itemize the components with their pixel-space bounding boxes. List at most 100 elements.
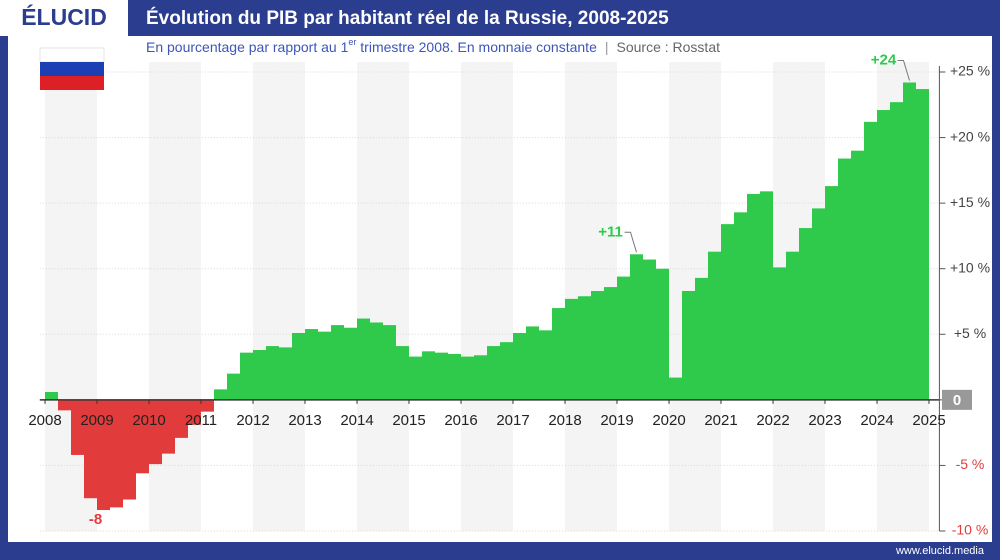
bar — [916, 89, 929, 400]
bar — [890, 102, 903, 400]
bar — [877, 110, 890, 400]
flag-white — [39, 47, 105, 63]
flag-red — [40, 76, 104, 90]
bar — [188, 399, 201, 425]
x-tick-label: 2009 — [80, 412, 113, 429]
x-tick-label: 2023 — [808, 412, 841, 429]
x-tick-label: 2012 — [236, 412, 269, 429]
bar — [461, 356, 474, 400]
subtitle-end: trimestre 2008. En monnaie constante — [356, 39, 597, 55]
flag — [39, 47, 105, 90]
bar — [227, 373, 240, 400]
y-tick-label: +5 % — [954, 325, 986, 341]
bar — [591, 291, 604, 400]
subtitle: En pourcentage par rapport au 1er trimes… — [146, 37, 720, 54]
y-tick-label: +20 % — [950, 128, 990, 144]
bar — [448, 353, 461, 400]
value-label: -8 — [89, 511, 102, 528]
year-shade — [461, 62, 513, 531]
leader — [624, 231, 637, 253]
bar — [201, 399, 214, 412]
bar — [552, 308, 565, 400]
bar — [357, 318, 370, 400]
bar — [318, 331, 331, 400]
bar — [656, 268, 669, 400]
x-tick-label: 2022 — [756, 412, 789, 429]
bar — [565, 298, 578, 400]
bar — [487, 346, 500, 400]
bar — [643, 259, 656, 400]
x-tick-label: 2010 — [132, 412, 165, 429]
x-tick-label: 2018 — [548, 412, 581, 429]
subtitle-sup: er — [348, 37, 356, 47]
bar — [773, 267, 786, 400]
year-shade — [357, 62, 409, 531]
separator: | — [605, 39, 609, 55]
x-tick-label: 2021 — [704, 412, 737, 429]
bar — [266, 346, 279, 400]
bar — [84, 399, 97, 499]
x-tick-label: 2024 — [860, 412, 893, 429]
value-label: +24 — [871, 51, 897, 68]
y-tick-label: +10 % — [950, 259, 990, 275]
bar — [721, 224, 734, 400]
x-tick-label: 2020 — [652, 412, 685, 429]
bar — [409, 356, 422, 400]
x-tick-label: 2019 — [600, 412, 633, 429]
y-tick-label: +25 % — [950, 63, 990, 79]
y-tick-label: +15 % — [950, 194, 990, 210]
bar — [695, 277, 708, 400]
bar — [175, 399, 188, 438]
x-tick-label: 2008 — [28, 412, 61, 429]
bar — [786, 251, 799, 400]
bar — [799, 228, 812, 400]
bar — [97, 399, 110, 511]
value-label: +11 — [598, 223, 623, 240]
bar — [617, 276, 630, 400]
bar — [669, 377, 682, 400]
bar — [305, 329, 318, 400]
logo-box — [0, 0, 128, 36]
bar — [578, 296, 591, 400]
bar — [136, 399, 149, 474]
logo: ÉLUCID — [21, 3, 107, 30]
bar — [760, 191, 773, 400]
zero-label-box — [942, 389, 972, 410]
footer: www.elucid.media — [895, 545, 985, 557]
bar — [383, 325, 396, 400]
bar — [214, 389, 227, 400]
x-tick-label: 2011 — [185, 412, 217, 429]
source: Source : Rosstat — [617, 39, 721, 55]
bar — [526, 326, 539, 400]
bar — [435, 352, 448, 400]
bar — [240, 352, 253, 400]
subtitle-start: En pourcentage par rapport au 1 — [146, 39, 349, 55]
plot: -10 % -5 % 0 +5 % +10 % +15 % +20 % +25 % -8 +11 +… — [28, 51, 990, 537]
year-shade — [253, 62, 305, 531]
bar — [539, 330, 552, 400]
bar — [45, 391, 58, 400]
y-tick-label: 0 — [953, 392, 961, 409]
leader — [897, 59, 910, 81]
bar — [370, 322, 383, 400]
bar — [123, 399, 136, 500]
bar — [708, 251, 721, 400]
bar — [500, 342, 513, 400]
bar — [812, 208, 825, 400]
bar — [253, 350, 266, 400]
bar — [396, 346, 409, 400]
bar — [279, 347, 292, 400]
x-tick-label: 2017 — [496, 412, 529, 429]
bar — [825, 186, 838, 400]
bar — [422, 351, 435, 400]
x-tick-label: 2014 — [340, 412, 373, 429]
x-tick-label: 2015 — [392, 412, 425, 429]
y-tick-label: -5 % — [956, 456, 985, 472]
bar — [864, 121, 877, 400]
x-tick-label: 2025 — [912, 412, 945, 429]
bar — [604, 287, 617, 400]
x-tick-label: 2013 — [288, 412, 321, 429]
y-tick-label: -10 % — [952, 522, 989, 538]
bar — [292, 332, 305, 400]
